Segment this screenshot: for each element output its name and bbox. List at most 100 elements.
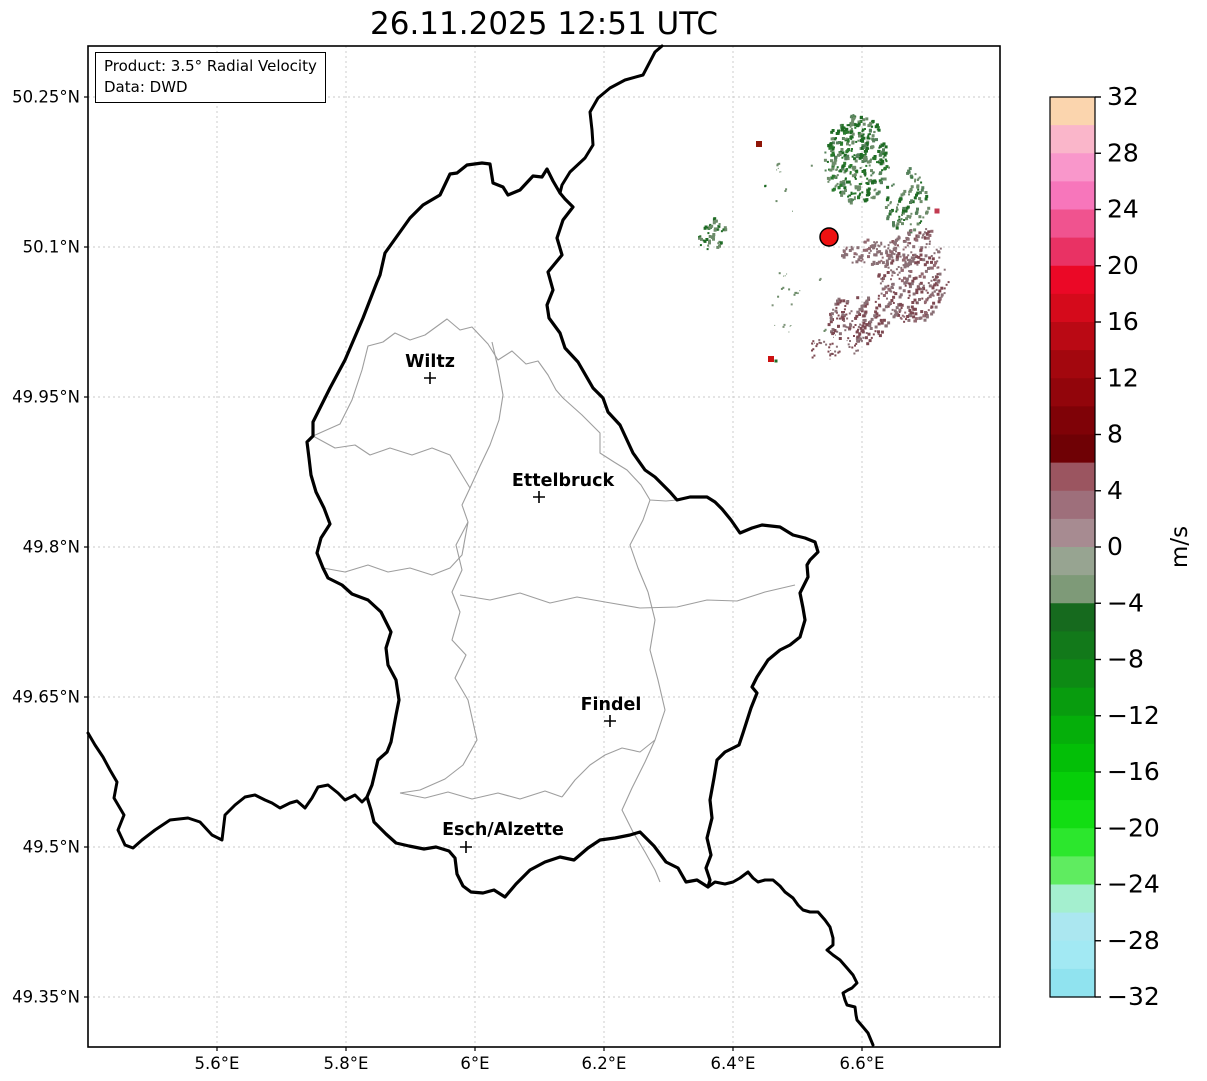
- echo-pixel: [928, 266, 932, 270]
- echo-pixel: [848, 312, 851, 315]
- echo-pixel: [914, 180, 916, 183]
- colorbar-segment: [1050, 209, 1095, 239]
- echo-pixel: [922, 233, 925, 236]
- echo-pixel: [925, 298, 929, 302]
- echo-pixel: [866, 342, 870, 346]
- echo-pixel: [850, 193, 853, 195]
- echo-pixel: [895, 250, 897, 253]
- echo-pixel: [788, 331, 790, 333]
- echo-pixel: [901, 258, 905, 262]
- echo-pixel: [894, 238, 898, 242]
- echo-pixel: [864, 300, 868, 304]
- echo-pixel: [913, 196, 917, 200]
- echo-pixel: [898, 311, 901, 313]
- echo-pixel: [860, 259, 863, 262]
- echo-pixel: [887, 321, 891, 325]
- echo-pixel: [909, 311, 913, 315]
- echo-pixel: [837, 351, 840, 354]
- echo-pixel: [927, 309, 930, 312]
- echo-pixel: [930, 229, 934, 233]
- colorbar-tick-label: −28: [1107, 926, 1160, 955]
- echo-pixel: [906, 237, 910, 241]
- echo-pixel: [903, 265, 907, 269]
- echo-pixel: [812, 340, 815, 343]
- echo-pixel: [829, 142, 833, 146]
- echo-pixel: [901, 222, 904, 226]
- echo-pixel: [877, 333, 880, 335]
- echo-pixel: [880, 177, 884, 181]
- echo-spot: [934, 208, 940, 214]
- echo-pixel: [898, 308, 902, 312]
- echo-pixel: [858, 313, 862, 316]
- echo-spot: [774, 359, 778, 363]
- echo-pixel: [878, 303, 881, 307]
- echo-pixel: [714, 219, 718, 223]
- echo-pixel: [907, 259, 909, 261]
- echo-pixel: [932, 263, 936, 267]
- echo-pixel: [912, 307, 916, 311]
- echo-pixel: [820, 342, 823, 345]
- echo-pixel: [891, 184, 894, 187]
- echo-pixel: [862, 314, 866, 318]
- echo-pixel: [859, 256, 863, 259]
- city-marker: [604, 715, 616, 727]
- echo-pixel: [862, 146, 865, 149]
- colorbar-segment: [1050, 265, 1095, 295]
- echo-pixel: [922, 216, 925, 219]
- echo-pixel: [873, 155, 877, 158]
- echo-pixel: [882, 318, 886, 322]
- echo-pixel: [853, 196, 856, 199]
- echo-pixel: [886, 271, 890, 274]
- echo-pixel: [851, 132, 855, 136]
- echo-pixel: [928, 243, 931, 245]
- echo-pixel: [886, 217, 890, 221]
- echo-pixel: [843, 308, 846, 311]
- echo-pixel: [841, 182, 845, 186]
- echo-pixel: [856, 169, 859, 172]
- echo-pixel: [898, 303, 902, 307]
- echo-pixel: [841, 313, 845, 317]
- colorbar-tick-label: −20: [1107, 813, 1160, 842]
- colorbar-segment: [1050, 434, 1095, 464]
- colorbar-segment: [1050, 462, 1095, 492]
- echo-pixel: [868, 133, 871, 136]
- echo-pixel: [862, 133, 865, 136]
- echo-pixel: [883, 277, 885, 279]
- colorbar: 32 28 24 20 16 12 8 4 0 −4 −8 −12 −16 −20 −24 −28 −32 m/s: [1049, 82, 1193, 1011]
- echo-pixel: [846, 326, 849, 329]
- echo-pixel: [940, 295, 943, 298]
- echo-pixel: [780, 171, 782, 173]
- echo-pixel: [854, 187, 857, 190]
- echo-pixel: [839, 299, 843, 303]
- echo-pixel: [908, 309, 912, 312]
- echo-pixel: [922, 234, 924, 237]
- echo-pixel: [840, 148, 844, 151]
- echo-pixel: [818, 279, 821, 281]
- echo-pixel: [839, 124, 842, 127]
- echo-pixel: [909, 174, 913, 178]
- echo-pixel: [886, 215, 890, 219]
- echo-pixel: [937, 300, 941, 304]
- echo-pixel: [847, 337, 850, 340]
- echo-pixel: [905, 318, 907, 321]
- echo-pixel: [844, 156, 848, 160]
- echo-pixel: [925, 289, 928, 292]
- echo-pixel: [862, 321, 866, 325]
- echo-pixel: [891, 259, 895, 263]
- echo-pixel: [844, 131, 848, 134]
- colorbar-segment: [1050, 715, 1095, 745]
- echo-pixel: [861, 329, 865, 333]
- echo-pixel: [920, 272, 924, 276]
- echo-pixel: [841, 311, 843, 313]
- echo-pixel: [903, 189, 907, 193]
- echo-pixel: [699, 235, 702, 238]
- echo-pixel: [877, 128, 881, 132]
- echo-pixel: [880, 159, 883, 162]
- echo-pixel: [838, 151, 841, 154]
- echo-pixel: [918, 283, 921, 286]
- echo-pixel: [851, 174, 855, 178]
- echo-pixel: [924, 254, 928, 258]
- echo-pixel: [865, 117, 869, 121]
- echo-pixel: [844, 138, 847, 141]
